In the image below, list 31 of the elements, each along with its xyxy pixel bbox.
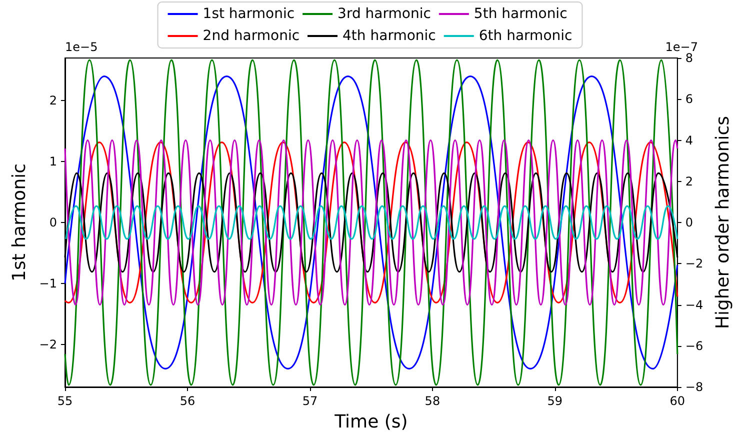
y2-tick-label: −4 [685, 298, 704, 312]
y2-tick-label: −2 [685, 256, 704, 271]
y2-tick-label: −6 [685, 338, 704, 353]
legend-label: 6th harmonic [478, 28, 572, 44]
y2-tick-label: 0 [685, 216, 694, 230]
x-tick-label: 56 [180, 394, 196, 408]
y2-tick-label: 8 [685, 51, 694, 65]
legend-label: 1st harmonic [202, 6, 295, 22]
y-tick-label: −2 [39, 337, 57, 352]
y-axis-title: 1st harmonic [8, 164, 30, 282]
y-tick-label: 1 [49, 154, 57, 169]
text: 1e−5 [65, 40, 98, 54]
x-axis-title: Time (s) [334, 412, 408, 432]
x-tick-label: 55 [57, 394, 73, 408]
y-tick-label: −1 [39, 276, 57, 290]
legend-label: 3rd harmonic [338, 6, 431, 22]
x-tick-label: 57 [302, 394, 318, 408]
y2-tick-label: 2 [685, 174, 694, 188]
y-tick-label: 0 [49, 216, 57, 230]
legend-label: 5th harmonic [474, 6, 568, 22]
legend-label: 2nd harmonic [202, 28, 300, 44]
y-tick-label: 2 [49, 94, 57, 108]
x-tick-label: 60 [670, 394, 686, 408]
x-tick-label: 58 [424, 394, 440, 408]
x-tick-label: 59 [547, 394, 563, 408]
y2-tick-label: 6 [685, 92, 694, 106]
legend-label: 4th harmonic [342, 28, 436, 44]
y2-tick-label: −8 [685, 380, 704, 394]
y2-axis-title: Higher order harmonics [712, 116, 734, 330]
y2-tick-label: 4 [685, 133, 694, 148]
text: 1e−7 [665, 40, 698, 54]
